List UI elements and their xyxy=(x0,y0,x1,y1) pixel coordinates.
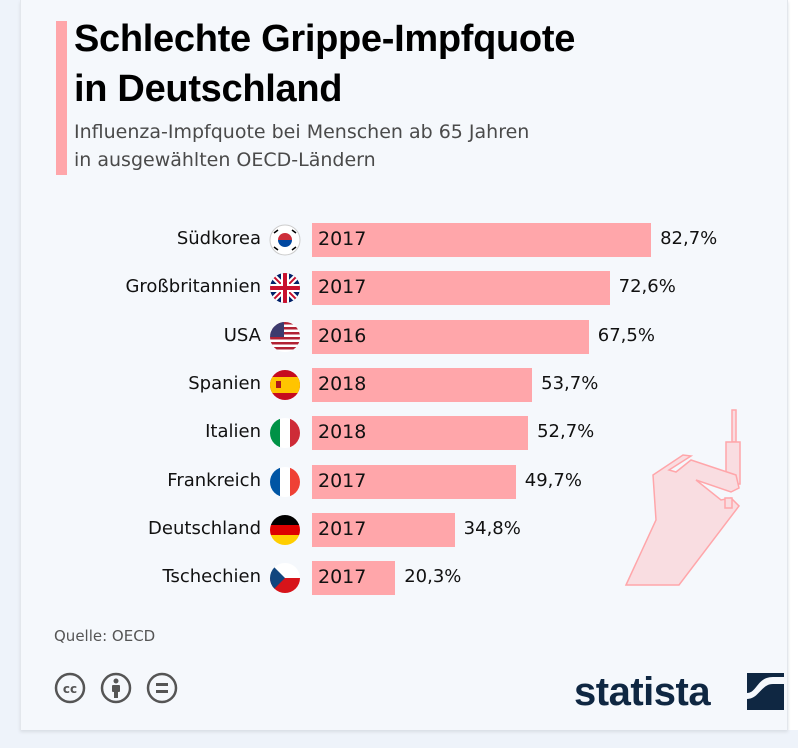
germany-flag-icon xyxy=(270,514,300,545)
year-label: 2017 xyxy=(318,276,367,299)
category-label: Tschechien xyxy=(162,566,261,588)
subtitle-line-1: Influenza-Impfquote bei Menschen ab 65 J… xyxy=(74,121,530,143)
category-label: Italien xyxy=(205,421,261,443)
bar-row: Großbritannien 2017 72,6% xyxy=(21,270,787,306)
background-strip xyxy=(787,0,798,730)
value-label: 72,6% xyxy=(618,276,676,298)
bar xyxy=(312,416,529,451)
year-label: 2017 xyxy=(318,566,367,589)
title-accent-bar xyxy=(56,21,67,175)
title-line-2: in Deutschland xyxy=(74,68,343,110)
bar-row: Italien 2018 52,7% xyxy=(21,415,787,451)
year-label: 2017 xyxy=(318,228,367,250)
nd-icon[interactable] xyxy=(146,672,178,704)
usa-flag-icon xyxy=(270,321,300,352)
value-label: 53,7% xyxy=(541,372,599,394)
bar-row: Spanien 2018 53,7% xyxy=(21,367,787,403)
bar-row: Tschechien 2017 20,3% xyxy=(21,560,787,596)
year-label: 2016 xyxy=(318,324,367,347)
category-label: Spanien xyxy=(188,372,261,394)
bar xyxy=(312,319,589,354)
statista-logo-mark-icon xyxy=(747,673,784,710)
cc-icon[interactable]: cc xyxy=(54,672,86,704)
czech-flag-icon xyxy=(270,563,300,594)
value-label: 52,7% xyxy=(537,421,595,443)
category-label: USA xyxy=(223,324,261,346)
bar xyxy=(312,561,396,596)
by-icon[interactable] xyxy=(100,672,132,704)
bar xyxy=(312,223,652,257)
value-label: 49,7% xyxy=(524,469,582,491)
category-label: Deutschland xyxy=(148,517,261,539)
title-line-1: Schlechte Grippe-Impfquote xyxy=(74,18,576,60)
value-label: 67,5% xyxy=(597,324,655,346)
chart-subtitle: Influenza-Impfquote bei Menschen ab 65 J… xyxy=(74,118,529,174)
year-label: 2017 xyxy=(318,517,367,540)
syringe-hand-illustration-icon xyxy=(624,409,741,586)
statista-logo[interactable]: statista xyxy=(574,670,711,714)
uk-flag-icon xyxy=(270,273,300,304)
value-label: 82,7% xyxy=(660,228,718,249)
year-label: 2018 xyxy=(318,421,367,444)
value-label: 34,8% xyxy=(463,517,521,539)
south-korea-flag-icon xyxy=(269,224,301,256)
category-label: Südkorea xyxy=(176,228,261,249)
bar-row: Frankreich 2017 49,7% xyxy=(21,464,787,500)
value-label: 20,3% xyxy=(404,566,462,588)
bar xyxy=(312,271,610,306)
bar-row: Deutschland 2017 34,8% xyxy=(21,512,787,548)
svg-text:cc: cc xyxy=(63,682,77,696)
spain-flag-icon xyxy=(270,369,300,400)
chart-title: Schlechte Grippe-Impfquote in Deutschlan… xyxy=(74,14,575,114)
bar xyxy=(312,367,533,402)
year-label: 2018 xyxy=(318,372,367,395)
category-label: Frankreich xyxy=(167,469,261,491)
source-label: Quelle: OECD xyxy=(54,627,156,645)
subtitle-line-2: in ausgewählten OECD-Ländern xyxy=(74,149,376,171)
bar-row: Südkorea 2017 82,7% xyxy=(21,222,787,258)
infographic-card: Schlechte Grippe-Impfquote in Deutschlan… xyxy=(20,0,788,730)
bar-row: USA 2016 67,5% xyxy=(21,319,787,355)
italy-flag-icon xyxy=(270,418,300,449)
bar xyxy=(312,512,455,547)
france-flag-icon xyxy=(270,466,300,497)
category-label: Großbritannien xyxy=(125,276,261,298)
year-label: 2017 xyxy=(318,469,367,492)
bar xyxy=(312,464,516,499)
